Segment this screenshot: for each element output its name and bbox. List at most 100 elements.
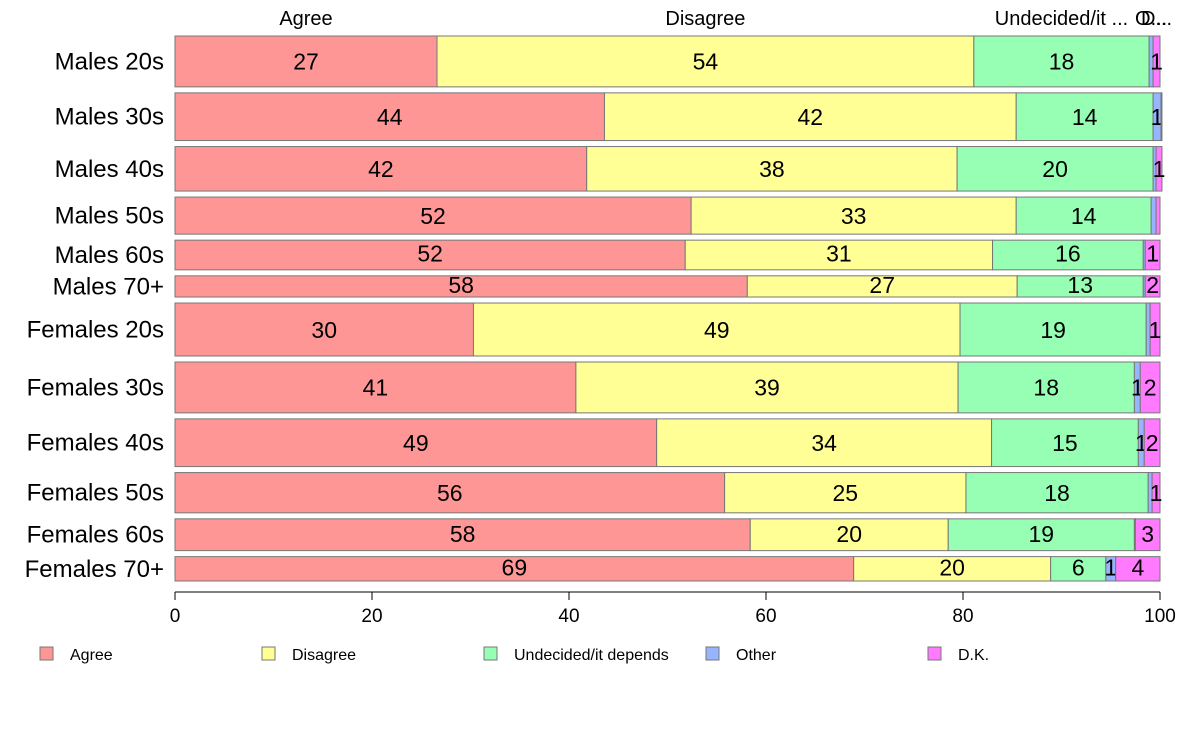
x-tick-label-60: 60 (755, 606, 776, 627)
top-label-agree: Agree (279, 8, 332, 30)
data-label-females-20s-d-k: 1 (1149, 317, 1162, 343)
data-label-males-40s-d-k: 1 (1153, 156, 1166, 182)
bar-females-40s-disagree (656, 418, 993, 468)
data-label-females-70-agree: 69 (502, 554, 528, 580)
bar-females-30s-undecided-it-depends (957, 361, 1135, 414)
data-label-males-40s-undecided-it-depends: 20 (1042, 156, 1068, 182)
bar-females-60s-agree (174, 518, 751, 552)
data-label-males-60s-disagree: 31 (826, 241, 852, 267)
bar-females-70-agree (174, 556, 855, 582)
legend-swatch-disagree (261, 646, 276, 661)
bar-females-30s-agree (174, 361, 577, 414)
row-label-females-70: Females 70+ (25, 556, 164, 583)
bar-males-50s-undecided-it-depends (1015, 196, 1152, 235)
bar-males-20s-agree (174, 35, 438, 88)
data-label-males-20s-disagree: 54 (693, 49, 719, 75)
data-label-males-70-undecided-it-depends: 13 (1067, 272, 1093, 298)
bar-males-40s-disagree (586, 146, 958, 192)
data-label-females-70-d-k: 4 (1131, 554, 1144, 580)
data-label-males-20s-agree: 27 (293, 49, 319, 75)
bar-males-20s-d-k (1152, 35, 1161, 88)
legend-swatch-other (705, 646, 720, 661)
data-label-males-30s-agree: 44 (377, 104, 403, 130)
top-label-undecided-it-depends: Undecided/it ... (995, 8, 1128, 30)
bar-females-50s-undecided-it-depends (965, 472, 1149, 514)
legend-label-agree: Agree (70, 647, 113, 664)
data-label-females-70-other: 1 (1104, 554, 1117, 580)
data-label-males-30s-undecided-it-depends: 14 (1072, 104, 1098, 130)
row-label-males-20s: Males 20s (55, 48, 164, 75)
data-label-females-40s-agree: 49 (403, 430, 429, 456)
row-label-males-60s: Males 60s (55, 242, 164, 269)
row-label-males-70: Males 70+ (53, 273, 164, 300)
data-label-females-60s-undecided-it-depends: 19 (1029, 521, 1055, 547)
x-tick-label-100: 100 (1144, 606, 1176, 627)
bar-females-50s-disagree (724, 472, 967, 514)
legend-swatch-agree (39, 646, 54, 661)
row-label-females-30s: Females 30s (27, 374, 164, 401)
data-label-females-70-undecided-it-depends: 6 (1072, 554, 1085, 580)
data-label-females-70-disagree: 20 (939, 554, 965, 580)
data-label-males-20s-d-k: 1 (1150, 49, 1163, 75)
data-label-males-60s-agree: 52 (417, 241, 443, 267)
data-label-females-30s-d-k: 2 (1144, 375, 1157, 401)
row-label-females-50s: Females 50s (27, 480, 164, 507)
bar-females-70-disagree (853, 556, 1052, 582)
legend-label-other: Other (736, 647, 777, 664)
legend-label-disagree: Disagree (292, 647, 356, 664)
x-tick-label-20: 20 (361, 606, 382, 627)
data-label-males-70-d-k: 2 (1146, 272, 1159, 298)
data-label-females-50s-disagree: 25 (832, 480, 858, 506)
top-label-other: O... (1135, 8, 1167, 30)
data-label-females-30s-agree: 41 (363, 375, 389, 401)
data-label-females-60s-d-k: 3 (1141, 521, 1154, 547)
legend-swatch-undecided-it-depends (483, 646, 498, 661)
data-label-males-20s-undecided-it-depends: 18 (1049, 49, 1075, 75)
bar-females-70-d-k (1115, 556, 1161, 582)
row-label-females-40s: Females 40s (27, 430, 164, 457)
bar-males-70-d-k (1144, 275, 1161, 298)
x-tick-label-40: 40 (558, 606, 579, 627)
bar-females-60s-undecided-it-depends (947, 518, 1135, 552)
bar-females-30s-d-k (1139, 361, 1161, 414)
legend-label-undecided-it-depends: Undecided/it depends (514, 647, 669, 664)
bar-females-20s-agree (174, 302, 474, 357)
top-label-d-k: D... (1141, 8, 1172, 30)
bar-males-40s-agree (174, 146, 588, 192)
data-label-females-40s-d-k: 2 (1146, 430, 1159, 456)
row-label-females-20s: Females 20s (27, 317, 164, 344)
bar-males-60s-undecided-it-depends (992, 239, 1144, 271)
data-label-females-60s-agree: 58 (450, 521, 476, 547)
row-label-males-30s: Males 30s (55, 104, 164, 131)
data-label-females-40s-disagree: 34 (811, 430, 837, 456)
data-label-females-20s-undecided-it-depends: 19 (1040, 317, 1066, 343)
bar-females-40s-d-k (1143, 418, 1161, 468)
bar-females-40s-undecided-it-depends (991, 418, 1139, 468)
bar-males-30s-d-k (1160, 92, 1163, 142)
data-label-males-70-agree: 58 (448, 272, 474, 298)
bar-females-30s-disagree (575, 361, 959, 414)
bar-males-30s-disagree (603, 92, 1017, 142)
data-label-females-60s-disagree: 20 (836, 521, 862, 547)
bar-females-20s-undecided-it-depends (959, 302, 1147, 357)
data-label-females-20s-agree: 30 (311, 317, 337, 343)
bar-females-20s-disagree (472, 302, 961, 357)
bar-females-60s-disagree (749, 518, 949, 552)
row-label-males-40s: Males 40s (55, 156, 164, 183)
data-label-males-40s-disagree: 38 (759, 156, 785, 182)
data-label-males-50s-undecided-it-depends: 14 (1071, 203, 1097, 229)
bar-males-50s-agree (174, 196, 692, 235)
data-label-males-60s-d-k: 1 (1146, 241, 1159, 267)
top-label-disagree: Disagree (665, 8, 745, 30)
data-label-females-30s-disagree: 39 (754, 375, 780, 401)
bar-males-50s-disagree (690, 196, 1017, 235)
row-label-males-50s: Males 50s (55, 203, 164, 230)
bar-females-50s-d-k (1151, 472, 1161, 514)
data-label-females-50s-d-k: 1 (1150, 480, 1163, 506)
data-label-females-30s-undecided-it-depends: 18 (1033, 375, 1059, 401)
bar-females-50s-agree (174, 472, 726, 514)
bar-males-60s-disagree (684, 239, 994, 271)
data-label-females-20s-disagree: 49 (704, 317, 730, 343)
